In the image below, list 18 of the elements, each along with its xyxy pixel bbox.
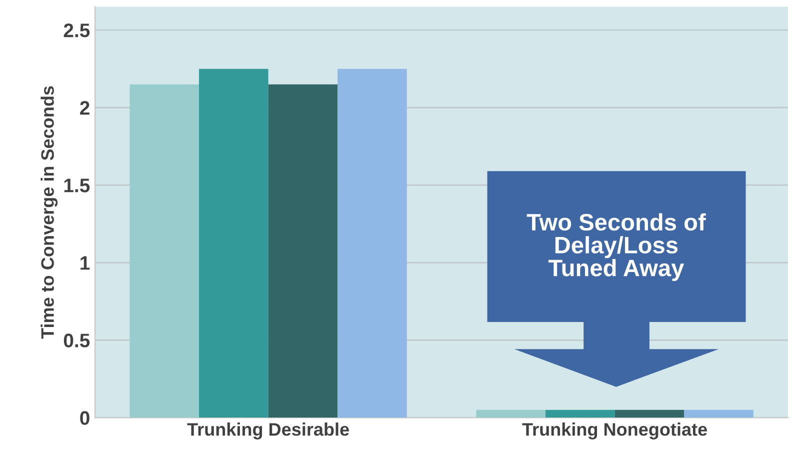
y-tick-label: 1.5 xyxy=(64,178,90,192)
bar xyxy=(614,410,684,418)
annotation: Two Seconds of Delay/Loss Tuned Away xyxy=(526,213,706,282)
bar xyxy=(268,84,338,418)
bar xyxy=(684,410,754,418)
y-tick-label: 1 xyxy=(80,256,90,270)
bar xyxy=(130,84,199,418)
y-tick-label: 2.5 xyxy=(64,24,90,38)
bar xyxy=(338,68,407,418)
y-axis-title: Time to Converge in Seconds xyxy=(40,86,58,339)
bar xyxy=(476,410,546,418)
y-tick-label: 0 xyxy=(80,411,90,425)
x-tick-label: Trunking Desirable xyxy=(187,422,349,440)
bar xyxy=(198,68,268,418)
bar xyxy=(545,410,615,418)
y-tick-label: 0.5 xyxy=(64,334,90,348)
y-tick-label: 2 xyxy=(80,101,90,115)
x-tick-label: Trunking Nonegotiate xyxy=(522,422,707,440)
